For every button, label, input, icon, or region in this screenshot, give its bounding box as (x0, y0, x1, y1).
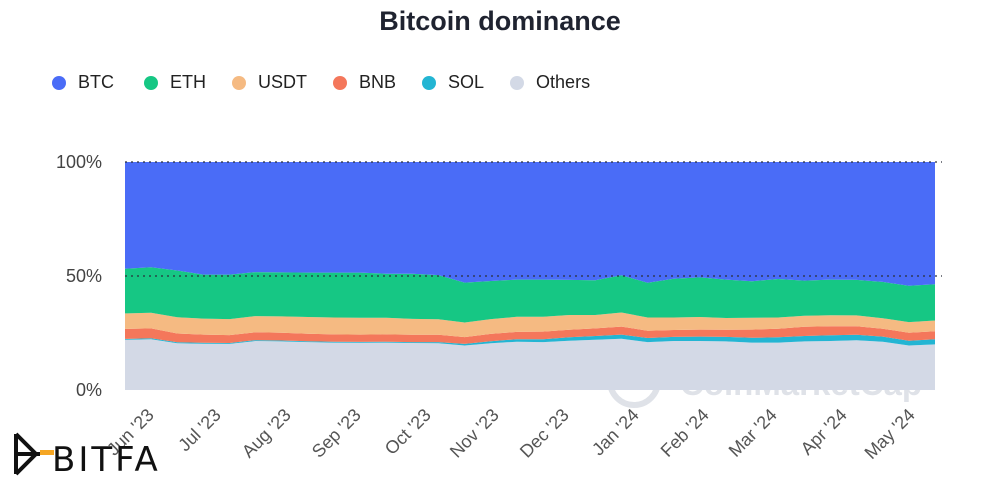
area-bnb[interactable] (125, 326, 935, 344)
area-series-group (125, 162, 935, 390)
y-axis: 0% 50% 100% (56, 152, 102, 400)
x-tick-label: Nov '23 (446, 405, 503, 462)
legend-swatch-btc (52, 75, 66, 90)
y-tick-label: 100% (56, 152, 102, 172)
legend-label: SOL (448, 72, 485, 92)
legend-item-eth[interactable]: ETH (140, 72, 206, 93)
x-tick-label: Dec '23 (516, 405, 573, 462)
legend-item-btc[interactable]: BTC (52, 72, 114, 93)
x-tick-label: Jan '24 (588, 405, 643, 460)
legend-item-bnb[interactable]: BNB (333, 72, 396, 93)
legend-label: ETH (170, 72, 206, 92)
brand-logo-text: BITFA (52, 440, 161, 480)
y-tick-label: 0% (76, 380, 102, 400)
x-axis: Jun '23 Jul '23 Aug '23 Sep '23 Oct '23 Nov '… (103, 405, 919, 463)
legend-swatch-bnb (333, 75, 347, 90)
legend-label: BNB (359, 72, 397, 92)
legend-item-usdt[interactable]: USDT (232, 72, 307, 93)
chart-legend: BTC ETH USDT BNB SOL Others (52, 72, 616, 93)
bitfa-logo-icon (14, 432, 54, 476)
area-usdt[interactable] (125, 312, 935, 338)
gridlines (125, 161, 942, 277)
area-sol[interactable] (125, 334, 935, 346)
area-others[interactable] (125, 338, 935, 390)
legend-label: Others (536, 72, 591, 92)
chart-title: Bitcoin dominance (379, 6, 621, 36)
x-tick-label: Mar '24 (725, 405, 781, 461)
legend-swatch-sol (422, 75, 437, 90)
x-tick-label: May '24 (861, 405, 919, 463)
y-tick-label: 50% (66, 266, 102, 286)
legend-label: BTC (78, 72, 114, 92)
legend-item-sol[interactable]: SOL (422, 72, 484, 93)
x-tick-label: Apr '24 (797, 405, 851, 459)
x-tick-label: Jul '23 (174, 405, 225, 456)
x-tick-label: Oct '23 (381, 405, 435, 459)
legend-swatch-others (510, 75, 525, 90)
legend-swatch-eth (144, 75, 158, 90)
area-btc[interactable] (125, 162, 935, 286)
x-tick-label: Feb '24 (657, 405, 713, 461)
legend-label: USDT (258, 72, 307, 92)
x-tick-label: Sep '23 (308, 405, 365, 462)
x-tick-label: Aug '23 (238, 405, 295, 462)
legend-swatch-usdt (232, 75, 246, 90)
legend-item-others[interactable]: Others (510, 72, 590, 93)
area-eth[interactable] (125, 267, 935, 323)
